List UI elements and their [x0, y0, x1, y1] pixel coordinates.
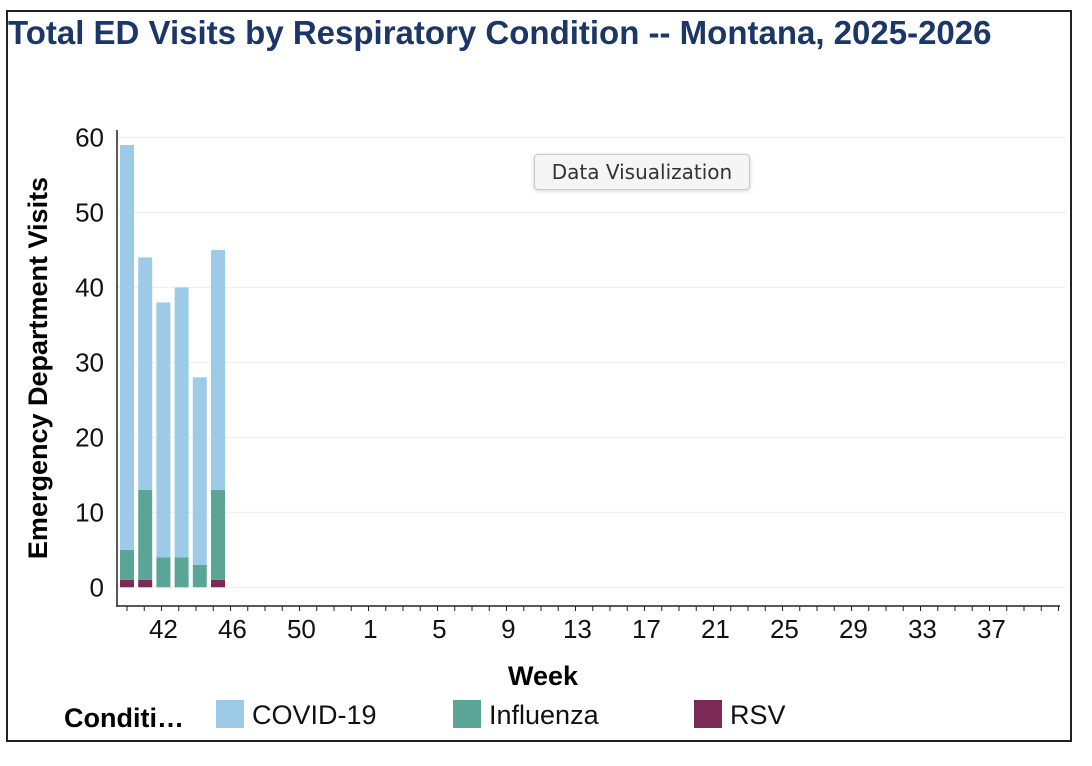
- legend-label-rsv[interactable]: RSV: [730, 700, 786, 730]
- y-tick-label: 10: [75, 497, 104, 527]
- bar-week-40-influenza[interactable]: [120, 549, 134, 580]
- tooltip: Data Visualization: [534, 154, 750, 190]
- x-tick-label: 50: [287, 614, 316, 644]
- legend-label-covid-19[interactable]: COVID-19: [252, 700, 377, 730]
- y-tick-label: 60: [75, 122, 104, 152]
- bar-week-45-rsv[interactable]: [211, 579, 225, 588]
- bar-week-42-covid-19[interactable]: [156, 302, 171, 558]
- bar-week-45-covid-19[interactable]: [211, 249, 225, 490]
- x-tick-label: 46: [218, 614, 247, 644]
- bar-week-43-influenza[interactable]: [174, 557, 189, 588]
- y-tick-label: 50: [75, 197, 104, 227]
- bar-week-40-covid-19[interactable]: [120, 144, 134, 550]
- x-tick-label: 5: [432, 614, 446, 644]
- x-axis-title: Week: [508, 661, 579, 691]
- x-tick-label: 42: [149, 614, 178, 644]
- bar-week-42-influenza[interactable]: [156, 557, 171, 588]
- bar-week-44-influenza[interactable]: [192, 564, 207, 588]
- y-tick-label: 40: [75, 272, 104, 302]
- x-tick-label: 25: [770, 614, 799, 644]
- chart-title: Total ED Visits by Respiratory Condition…: [8, 14, 992, 51]
- y-tick-label: 20: [75, 422, 104, 452]
- y-tick-labels: 0 10 20 30 40 50 60: [75, 122, 104, 602]
- legend-title: Conditi…: [64, 703, 184, 733]
- legend-swatch-rsv[interactable]: [694, 700, 722, 728]
- bar-week-40-rsv[interactable]: [120, 579, 134, 588]
- legend-swatch-influenza[interactable]: [453, 700, 481, 728]
- bar-week-43-covid-19[interactable]: [174, 287, 189, 558]
- bar-week-41-influenza[interactable]: [138, 489, 153, 580]
- x-tick-label: 33: [908, 614, 937, 644]
- legend-swatch-covid-19[interactable]: [216, 700, 244, 728]
- gridlines: [117, 136, 1066, 588]
- x-tick-label: 37: [977, 614, 1006, 644]
- bar-week-45-influenza[interactable]: [211, 489, 225, 580]
- x-tick-label: 17: [632, 614, 661, 644]
- x-tick-labels: 42 46 50 1 5 9 13 17 21 25 29 33 37: [149, 614, 1006, 644]
- y-axis-title: Emergency Department Visits: [23, 177, 53, 559]
- axes: [116, 130, 1060, 611]
- x-tick-label: 1: [363, 614, 377, 644]
- bar-week-44-covid-19[interactable]: [192, 377, 207, 565]
- y-tick-label: 30: [75, 347, 104, 377]
- bars: [120, 144, 225, 588]
- y-tick-label: 0: [90, 572, 104, 602]
- x-tick-label: 13: [563, 614, 592, 644]
- legend: Conditi… COVID-19 Influenza RSV: [64, 700, 786, 733]
- x-tick-label: 9: [501, 614, 515, 644]
- bar-week-41-covid-19[interactable]: [138, 257, 153, 490]
- x-tick-label: 29: [839, 614, 868, 644]
- legend-label-influenza[interactable]: Influenza: [489, 700, 600, 730]
- x-tick-label: 21: [701, 614, 730, 644]
- bar-week-41-rsv[interactable]: [138, 579, 153, 588]
